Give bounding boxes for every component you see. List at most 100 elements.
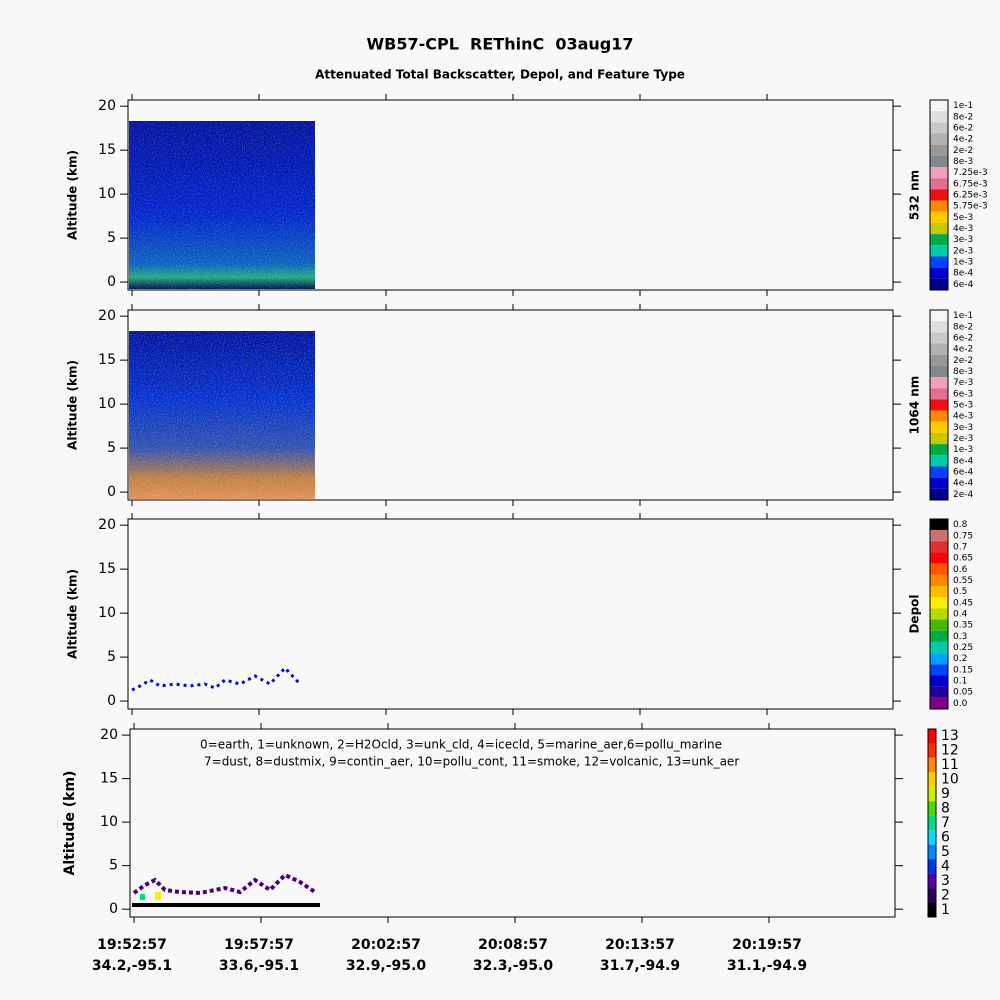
colorbar-swatch	[930, 399, 948, 411]
y-tick-label: 0	[107, 484, 116, 500]
x-tick-label: 20:13:57	[605, 937, 675, 953]
colorbar-label: 4	[941, 858, 950, 874]
colorbar-frame	[929, 518, 949, 710]
colorbar-label: 5e-3	[953, 401, 973, 411]
colorbar-swatch	[930, 675, 948, 687]
plot-frame	[127, 518, 894, 710]
colorbar-swatch	[930, 519, 948, 531]
colorbar-label: 8e-2	[953, 322, 973, 332]
colorbar-swatch	[930, 167, 948, 179]
colorbar-label: 12	[941, 743, 959, 759]
colorbar-label: 0.4	[953, 610, 968, 620]
colorbar-label: 1e-1	[953, 101, 973, 111]
colorbar-swatch	[930, 200, 948, 212]
y-tick-label: 10	[98, 396, 116, 412]
colorbar-swatch	[930, 111, 948, 123]
colorbar-title: 532 nm	[908, 170, 922, 220]
colorbar-label: 8e-4	[953, 269, 974, 279]
y-tick-label: 10	[98, 186, 116, 202]
colorbar-swatch	[930, 278, 948, 290]
y-tick-label: 20	[98, 98, 116, 114]
colorbar-label: 9	[941, 786, 950, 802]
colorbar-swatch	[930, 686, 948, 698]
colorbar-label: 0.7	[953, 542, 967, 552]
colorbar-swatch	[930, 563, 948, 575]
colorbar-label: 1e-3	[953, 258, 973, 268]
colorbar-label: 6e-2	[953, 123, 973, 133]
colorbar-swatch	[930, 641, 948, 654]
colorbar-frame	[929, 309, 949, 501]
colorbar-label: 4e-2	[953, 135, 973, 145]
colorbar-swatch	[930, 388, 948, 400]
colorbar-swatch	[930, 477, 948, 489]
colorbar-swatch	[930, 619, 948, 631]
data-image	[129, 121, 320, 907]
y-tick-label: 15	[98, 561, 116, 577]
colorbar-swatch	[928, 873, 936, 889]
colorbar-swatch	[930, 245, 948, 257]
colorbar-swatch	[928, 729, 936, 744]
colorbar-label: 0.5	[953, 587, 967, 597]
colorbar-label: 0.3	[953, 632, 967, 642]
colorbar-swatch	[930, 267, 948, 279]
colorbar-label: 6e-2	[953, 333, 973, 343]
colorbar-label: 6e-4	[953, 468, 974, 478]
y-tick-label: 20	[100, 727, 118, 743]
colorbar-swatch	[928, 743, 936, 758]
colorbar-label: 5	[941, 844, 950, 860]
x-tick-label: 20:08:57	[478, 937, 548, 953]
colorbar-label: 0.55	[953, 576, 973, 586]
colorbar-swatch	[930, 332, 948, 344]
colorbar-swatch	[928, 801, 936, 816]
y-tick-label: 0	[109, 901, 118, 917]
y-tick-label: 10	[100, 814, 118, 830]
y-tick-label: 5	[109, 858, 118, 874]
colorbar-label: 8e-3	[953, 157, 973, 167]
colorbar-swatch	[930, 432, 948, 445]
colorbar-swatch	[930, 234, 948, 246]
colorbar-swatch	[930, 310, 948, 322]
x-tick-label: 19:52:57	[97, 937, 167, 953]
colorbar-label: 0.15	[953, 665, 973, 675]
colorbar-label: 2e-3	[953, 434, 973, 444]
y-tick-label: 0	[107, 274, 116, 290]
colorbar-swatch	[930, 365, 948, 378]
colorbar-swatch	[928, 757, 936, 773]
colorbar-label: 1e-3	[953, 445, 973, 455]
colorbar-label: 6	[941, 829, 950, 845]
colorbar-label: 7.25e-3	[953, 168, 988, 178]
colorbar-label: 0.25	[953, 643, 973, 653]
colorbar-label: 2e-2	[953, 146, 973, 156]
colorbar-label: 8e-2	[953, 112, 973, 122]
colorbar-swatch	[930, 410, 948, 422]
chart-subtitle: Attenuated Total Backscatter, Depol, and…	[315, 68, 685, 82]
colorbar-label: 6.75e-3	[953, 179, 988, 189]
x-tick-sublabel: 32.9,-95.0	[346, 958, 426, 974]
colorbar-label: 6e-3	[953, 389, 973, 399]
x-tick-sublabel: 31.7,-94.9	[600, 958, 680, 974]
colorbar-swatch	[930, 144, 948, 156]
colorbar-swatch	[930, 574, 948, 587]
x-tick-label: 19:57:57	[224, 937, 294, 953]
colorbar-swatch	[930, 455, 948, 467]
plot-frame	[127, 309, 894, 501]
colorbar-label: 4e-3	[953, 224, 973, 234]
y-tick-label: 15	[100, 771, 118, 787]
plot-frame	[129, 728, 896, 918]
colorbar-swatch	[930, 541, 948, 553]
colorbar-swatch	[930, 321, 948, 333]
colorbar-label: 0.75	[953, 531, 973, 541]
y-tick-label: 5	[107, 440, 116, 456]
colorbar-label: 1	[941, 902, 950, 918]
colorbar-swatch	[930, 697, 948, 709]
colorbar-label: 2e-2	[953, 356, 973, 366]
colorbar-swatch	[928, 815, 936, 831]
y-tick-label: 0	[107, 693, 116, 709]
x-tick-sublabel: 31.1,-94.9	[727, 958, 807, 974]
colorbar-frame	[929, 99, 949, 291]
colorbar-label: 5e-3	[953, 213, 973, 223]
colorbar-swatch	[928, 902, 936, 917]
y-tick-label: 15	[98, 142, 116, 158]
colorbar-swatch	[930, 466, 948, 478]
